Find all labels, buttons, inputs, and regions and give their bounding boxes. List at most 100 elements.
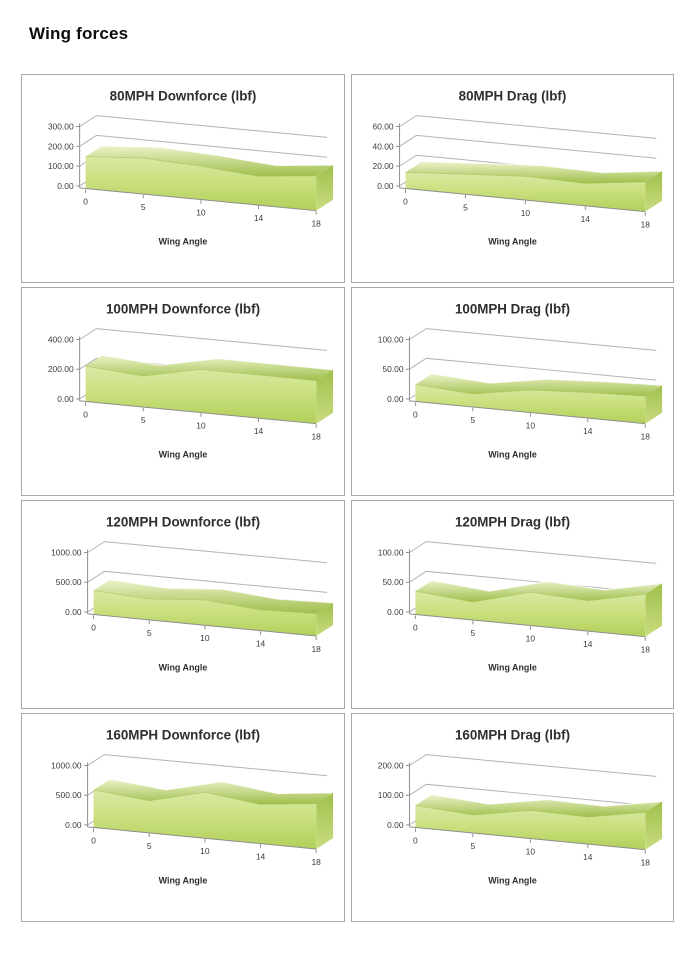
page-title: Wing forces <box>29 24 129 43</box>
area-top-highlight <box>110 778 334 795</box>
area-top-surface <box>415 373 663 397</box>
x-axis-tick-label: 18 <box>641 645 651 655</box>
x-axis-tick-label: 14 <box>581 214 591 224</box>
y-axis-tick-label: 60.00 <box>373 121 394 131</box>
area-top-highlight <box>102 145 334 167</box>
area-front-edge <box>93 789 317 805</box>
page-header: Wing forces <box>0 0 698 44</box>
area-side-face <box>316 165 334 211</box>
area-front-face <box>85 156 317 211</box>
y-axis-tick-label: 400.00 <box>48 334 74 344</box>
y-axis-tick-label: 0.00 <box>65 607 82 617</box>
gridline <box>399 134 657 159</box>
chart-title: 100MPH Downforce (lbf) <box>106 302 260 317</box>
chart-canvas: 80MPH Downforce (lbf)300.00200.00100.000… <box>48 89 334 246</box>
gridline <box>409 783 657 807</box>
y-axis-tick-label: 100.00 <box>378 547 404 557</box>
x-axis-tick-label: 5 <box>471 415 476 425</box>
x-axis-tick-label: 18 <box>641 858 651 868</box>
x-axis-tick-label: 10 <box>200 846 210 856</box>
x-axis-tick-label: 18 <box>641 432 651 442</box>
area-side-face <box>316 602 334 636</box>
y-axis-tick-label: 100.00 <box>378 790 404 800</box>
x-axis-tick-label: 14 <box>256 852 266 862</box>
area-front-face <box>405 172 646 212</box>
chart-panel[interactable]: 80MPH Drag (lbf) 60.00 40.00 20.00 0.00 0 5 10 1… <box>351 74 674 283</box>
x-axis-tick-label: 0 <box>413 836 418 846</box>
area-front-edge <box>415 805 646 818</box>
area-front-edge <box>405 171 646 184</box>
x-axis-tick-label: 10 <box>526 421 536 431</box>
area-top-highlight <box>432 372 663 386</box>
area-side-face <box>316 369 334 424</box>
chart-panel[interactable]: 120MPH Drag (lbf) 100.00 50.00 0.00 0 5 10 14 18… <box>351 500 674 709</box>
y-axis-tick-label: 0.00 <box>65 820 82 830</box>
chart-title: 100MPH Drag (lbf) <box>455 302 570 317</box>
area-side-face <box>645 171 663 212</box>
chart-title: 120MPH Downforce (lbf) <box>106 515 260 530</box>
x-axis-title: Wing Angle <box>488 875 537 885</box>
x-axis-line <box>409 613 646 638</box>
x-axis-tick-label: 0 <box>91 836 96 846</box>
x-axis-title: Wing Angle <box>159 449 208 459</box>
chart-canvas: 80MPH Drag (lbf) 60.00 40.00 20.00 0.00 0 5 10 1… <box>373 89 663 246</box>
area-top-surface <box>85 355 334 381</box>
x-axis-tick-label: 5 <box>141 202 146 212</box>
y-axis-tick-label: 1000.00 <box>51 547 82 557</box>
x-axis-tick-label: 10 <box>196 208 206 218</box>
chart-title: 160MPH Downforce (lbf) <box>106 728 260 743</box>
x-axis-tick-label: 18 <box>311 432 321 442</box>
y-axis-tick-label: 20.00 <box>373 161 394 171</box>
x-axis-tick-label: 0 <box>91 623 96 633</box>
y-axis-tick-label: 100.00 <box>378 334 404 344</box>
chart-panel[interactable]: 80MPH Downforce (lbf) 300.00 200.00 100.00 0… <box>21 74 345 283</box>
gridline <box>79 328 328 351</box>
y-axis-tick-label: 0.00 <box>387 394 404 404</box>
x-axis-tick-label: 10 <box>200 633 210 643</box>
x-axis-title: Wing Angle <box>488 662 537 672</box>
area-top-surface <box>415 580 663 603</box>
y-axis-tick-label: 500.00 <box>56 577 82 587</box>
x-axis-tick-label: 14 <box>254 213 264 223</box>
area-side-face <box>645 583 663 637</box>
y-axis-tick-label: 100.00 <box>48 161 74 171</box>
x-axis-line <box>79 400 317 425</box>
x-axis-title: Wing Angle <box>488 236 537 246</box>
y-axis-tick-label: 1000.00 <box>51 760 82 770</box>
x-axis-title: Wing Angle <box>159 662 208 672</box>
area-front-face <box>415 805 646 850</box>
x-axis-tick-label: 14 <box>583 426 593 436</box>
x-axis-tick-label: 0 <box>83 410 88 420</box>
y-axis-tick-label: 40.00 <box>373 141 394 151</box>
chart-canvas: 120MPH Downforce (lbf) 1000.00 500.00 0.00 0… <box>51 515 334 672</box>
area-top-surface <box>93 579 334 614</box>
chart-panel[interactable]: 160MPH Drag (lbf) 200.00 100.00 0.00 0 5 10 14 1… <box>351 713 674 922</box>
chart-panel[interactable]: 100MPH Drag (lbf) 100.00 50.00 0.00 0 5 10 14 18… <box>351 287 674 496</box>
chart-title: 120MPH Drag (lbf) <box>455 515 570 530</box>
y-axis-tick-label: 500.00 <box>56 790 82 800</box>
area-side-face <box>316 792 334 849</box>
area-front-face <box>415 591 646 637</box>
gridline <box>409 328 657 351</box>
chart-panel[interactable]: 100MPH Downforce (lbf) 400.00 200.00 0.00 0 5… <box>21 287 345 496</box>
x-axis-tick-label: 5 <box>471 841 476 851</box>
x-axis-tick-label: 5 <box>141 415 146 425</box>
chart-title: 80MPH Drag (lbf) <box>459 89 567 104</box>
y-axis-tick-label: 50.00 <box>382 364 403 374</box>
x-axis-line <box>409 826 646 851</box>
area-top-highlight <box>422 160 663 174</box>
y-axis-tick-label: 0.00 <box>387 607 404 617</box>
chart-panel[interactable]: 120MPH Downforce (lbf) 1000.00 500.00 0.00 0… <box>21 500 345 709</box>
x-axis-line <box>399 187 646 213</box>
area-top-surface <box>93 778 334 805</box>
area-front-edge <box>85 365 317 381</box>
chart-panel[interactable]: 160MPH Downforce (lbf) 1000.00 500.00 0.00 0… <box>21 713 345 922</box>
x-axis-tick-label: 5 <box>147 841 152 851</box>
x-axis-tick-label: 18 <box>311 219 321 229</box>
x-axis-tick-label: 0 <box>403 197 408 207</box>
y-axis-tick-label: 200.00 <box>48 141 74 151</box>
area-top-highlight <box>432 793 663 807</box>
area-front-edge <box>415 384 646 397</box>
gridline <box>79 115 328 138</box>
x-axis-title: Wing Angle <box>488 449 537 459</box>
